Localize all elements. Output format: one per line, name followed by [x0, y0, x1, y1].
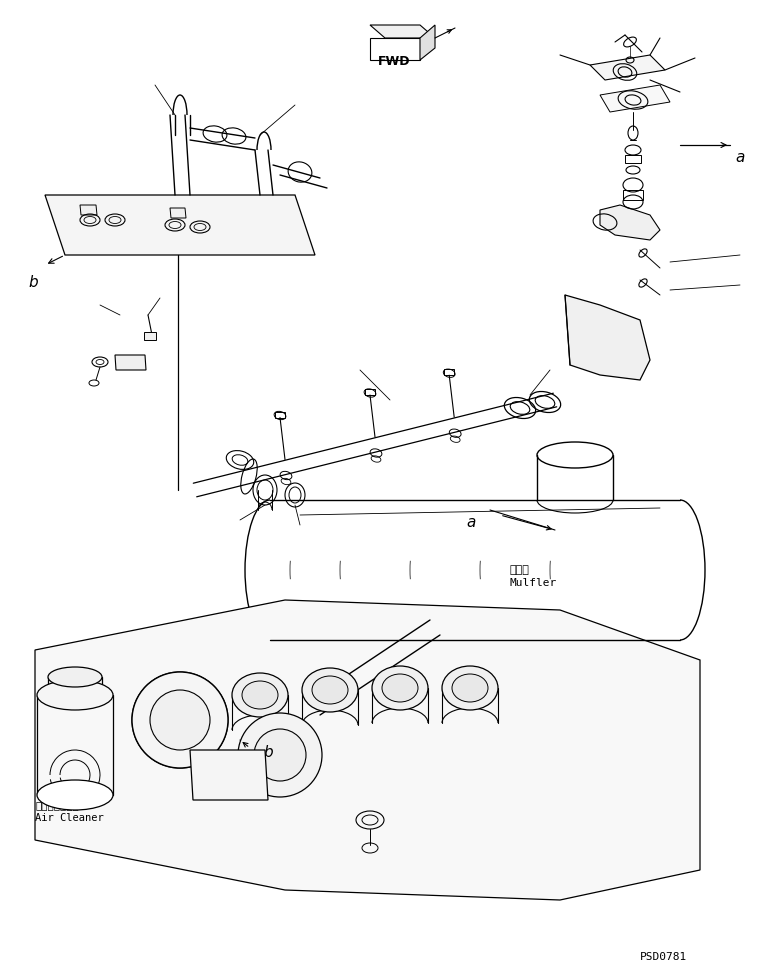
Polygon shape	[370, 25, 435, 38]
Polygon shape	[190, 750, 268, 800]
Polygon shape	[600, 205, 660, 240]
Text: Air Cleaner: Air Cleaner	[35, 813, 103, 823]
Ellipse shape	[312, 676, 348, 704]
Ellipse shape	[254, 729, 306, 781]
Text: マフラ: マフラ	[510, 565, 530, 575]
Polygon shape	[600, 85, 670, 112]
Ellipse shape	[452, 674, 488, 702]
Ellipse shape	[382, 674, 418, 702]
Ellipse shape	[238, 713, 322, 797]
Polygon shape	[590, 55, 665, 80]
Ellipse shape	[302, 668, 358, 712]
Ellipse shape	[48, 667, 102, 687]
Polygon shape	[370, 38, 420, 60]
Ellipse shape	[37, 780, 113, 810]
Ellipse shape	[150, 690, 210, 750]
Text: a: a	[735, 150, 744, 165]
Text: Mulfler: Mulfler	[510, 578, 557, 588]
Text: FWD: FWD	[378, 55, 411, 68]
Ellipse shape	[372, 666, 428, 710]
Polygon shape	[115, 355, 146, 370]
Text: a: a	[466, 515, 476, 530]
Polygon shape	[45, 195, 315, 255]
Polygon shape	[170, 208, 186, 218]
Ellipse shape	[242, 681, 278, 709]
Text: b: b	[28, 275, 38, 290]
Ellipse shape	[442, 666, 498, 710]
Polygon shape	[144, 332, 156, 340]
Polygon shape	[35, 600, 700, 900]
Polygon shape	[80, 205, 97, 215]
Ellipse shape	[132, 672, 228, 768]
Text: b: b	[263, 745, 273, 760]
Polygon shape	[420, 25, 435, 60]
Polygon shape	[565, 295, 650, 380]
Ellipse shape	[37, 680, 113, 710]
Ellipse shape	[232, 673, 288, 717]
Text: エアークリーナ: エアークリーナ	[35, 800, 79, 810]
Text: PSD0781: PSD0781	[640, 952, 687, 962]
